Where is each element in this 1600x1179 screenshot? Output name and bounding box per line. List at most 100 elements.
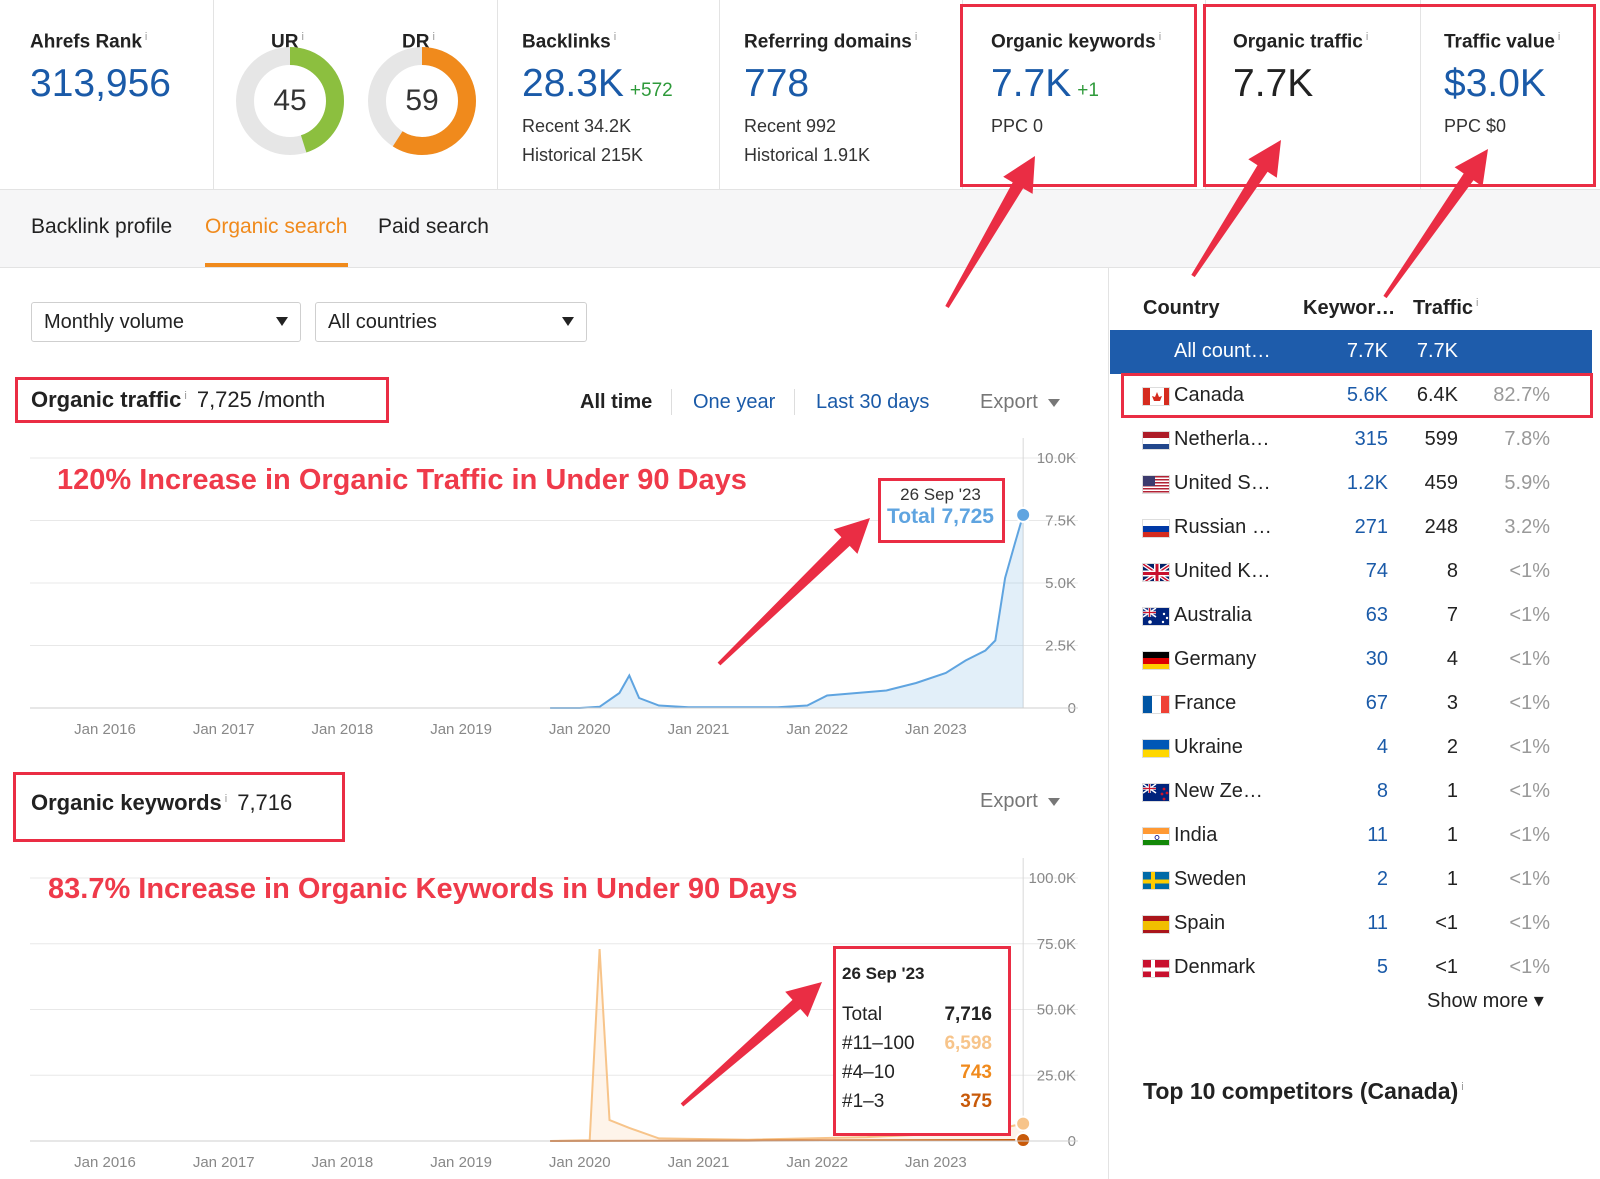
info-icon[interactable]: i [1461,1081,1464,1094]
volume-select[interactable]: Monthly volume [31,302,301,342]
country-row[interactable]: Spain 11 <1 <1% [1110,902,1592,946]
info-icon[interactable]: i [1158,31,1162,43]
x-tick-label: Jan 2017 [193,721,255,738]
dr-gauge: 59 [366,45,478,157]
country-keywords[interactable]: 8 [1376,780,1388,802]
country-keywords[interactable]: 271 [1354,516,1388,538]
range-last-30-days[interactable]: Last 30 days [816,391,930,413]
backlinks-value[interactable]: 28.3K [522,62,624,105]
y-tick-label: 100.0K [1028,870,1076,887]
country-select[interactable]: All countries [315,302,587,342]
info-icon[interactable]: i [301,31,304,43]
ahrefs-rank-label: Ahrefs Rank [30,31,142,53]
country-keywords[interactable]: 11 [1367,912,1388,934]
export-label: Export [980,790,1038,812]
tooltip-row-total: Total 7,716 [842,1004,992,1026]
country-keywords[interactable]: 5.6K [1346,384,1388,406]
info-icon[interactable]: i [1365,31,1369,43]
keywords-export-button[interactable]: Export [980,790,1060,813]
country-row[interactable]: Denmark 5 <1 <1% [1110,946,1592,990]
usa-flag-icon [1142,475,1170,494]
traffic-value-value: $3.0K [1444,62,1546,105]
country-keywords[interactable]: 2 [1376,868,1388,890]
country-keywords[interactable]: 315 [1354,428,1388,450]
country-keywords[interactable]: 74 [1365,560,1388,582]
country-traffic: 2 [1446,736,1458,758]
ur-gauge-arc [236,47,344,155]
annotation-box [833,946,1011,1136]
country-row-all[interactable]: All count… 7.7K 7.7K [1110,330,1592,374]
ur-gauge: 45 [234,45,346,157]
organic-keywords-value[interactable]: 7.7K [991,62,1072,105]
y-tick-label: 10.0K [1037,450,1076,467]
info-icon[interactable]: i [184,389,187,402]
country-row[interactable]: Australia 63 7 <1% [1110,594,1592,638]
country-keywords[interactable]: 7.7K [1346,340,1388,362]
australia-flag-icon [1142,607,1170,626]
info-icon[interactable]: i [144,31,148,43]
country-traffic: 6.4K [1416,384,1458,406]
country-column-header[interactable]: Country [1143,297,1220,319]
tooltip-row-value: 743 [960,1062,992,1083]
range-one-year[interactable]: One year [693,391,776,413]
country-name: New Ze… [1174,780,1263,802]
country-row[interactable]: New Ze… 8 1 <1% [1110,770,1592,814]
series-area [550,949,1024,1141]
x-tick-label: Jan 2018 [312,1154,374,1171]
country-traffic: 7.7K [1416,340,1458,362]
info-icon[interactable]: i [224,792,228,805]
series-area [550,514,1024,708]
country-select-value: All countries [328,311,437,333]
organic-traffic-card: Organic traffic i 7.7K [1206,0,1421,190]
organic-traffic-title: Organic traffic [31,387,182,412]
country-keywords[interactable]: 63 [1365,604,1388,626]
country-keywords[interactable]: 1.2K [1346,472,1388,494]
caret-down-icon [1047,398,1060,407]
tooltip-row-label: #11–100 [842,1033,915,1054]
info-icon[interactable]: i [1557,31,1561,43]
volume-select-value: Monthly volume [44,311,185,333]
caret-down-icon [276,317,288,326]
tab-backlink-profile[interactable]: Backlink profile [31,215,173,238]
country-row[interactable]: United K… 74 8 <1% [1110,550,1592,594]
info-icon[interactable]: i [432,31,435,43]
country-row[interactable]: Germany 30 4 <1% [1110,638,1592,682]
info-icon[interactable]: i [1476,297,1479,310]
sweden-flag-icon [1142,871,1170,890]
dr-value: 59 [405,84,439,117]
country-row[interactable]: Sweden 2 1 <1% [1110,858,1592,902]
country-traffic: 8 [1446,560,1458,582]
tooltip-row-label: #4–10 [842,1062,895,1083]
canada-flag-icon [1142,387,1170,406]
country-name: Ukraine [1174,736,1243,758]
country-row[interactable]: Netherla… 315 599 7.8% [1110,418,1592,462]
show-more-button[interactable]: Show more ▾ [1427,990,1544,1012]
traffic-export-button[interactable]: Export [980,391,1060,414]
country-row[interactable]: Russian … 271 248 3.2% [1110,506,1592,550]
country-row[interactable]: Ukraine 4 2 <1% [1110,726,1592,770]
traffic-column-header[interactable]: Traffic [1413,297,1474,319]
country-keywords[interactable]: 11 [1367,824,1388,846]
tab-paid-search[interactable]: Paid search [378,215,489,238]
country-name: Sweden [1174,868,1247,890]
country-traffic: 459 [1424,472,1458,494]
country-keywords[interactable]: 4 [1376,736,1388,758]
x-tick-label: Jan 2021 [668,721,730,738]
referring-domains-value[interactable]: 778 [744,62,810,105]
keywords-column-header[interactable]: Keywor… [1303,297,1396,319]
range-all-time[interactable]: All time [580,391,653,413]
country-row[interactable]: France 67 3 <1% [1110,682,1592,726]
info-icon[interactable]: i [613,31,617,43]
traffic-value-ppc: PPC $0 [1444,116,1507,136]
country-keywords[interactable]: 5 [1376,956,1388,978]
country-row[interactable]: India 11 1 <1% [1110,814,1592,858]
country-keywords[interactable]: 30 [1365,648,1388,670]
country-row[interactable]: Canada 5.6K 6.4K 82.7% [1110,374,1592,418]
x-tick-label: Jan 2023 [905,1154,967,1171]
tab-organic-search[interactable]: Organic search [205,215,348,238]
country-row[interactable]: United S… 1.2K 459 5.9% [1110,462,1592,506]
info-icon[interactable]: i [914,31,918,43]
series-endpoint [1015,1115,1032,1132]
country-keywords[interactable]: 67 [1365,692,1388,714]
